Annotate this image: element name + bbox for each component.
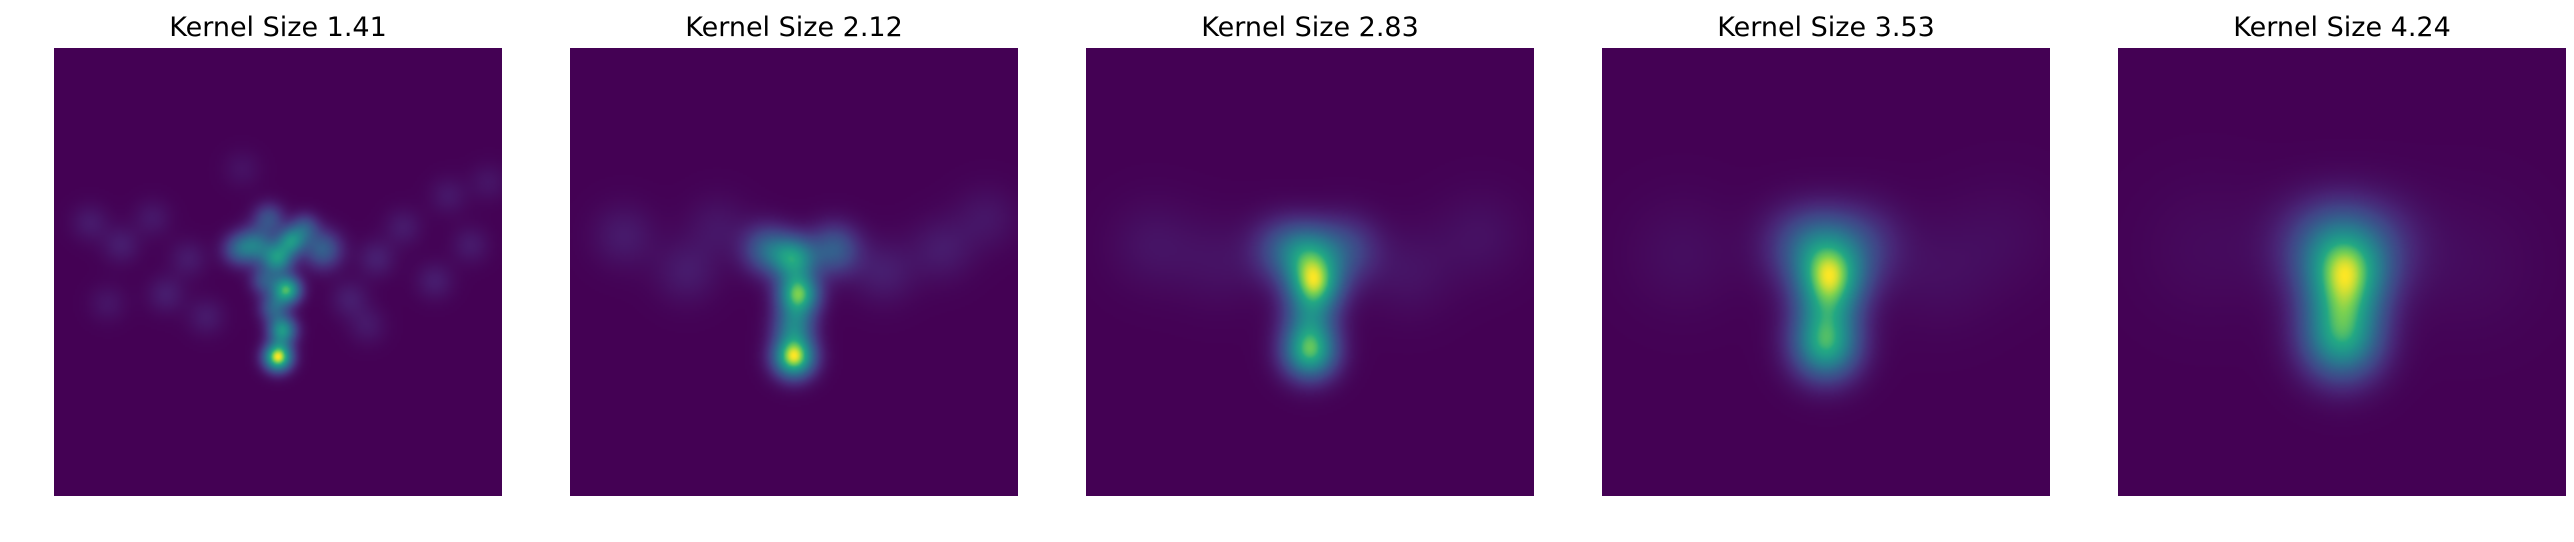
panel-4-heatmap xyxy=(1602,48,2050,496)
panel-4-title: Kernel Size 3.53 xyxy=(1717,12,1935,43)
panel-1-title: Kernel Size 1.41 xyxy=(169,12,387,43)
panel-3-title: Kernel Size 2.83 xyxy=(1201,12,1419,43)
panel-5-heatmap xyxy=(2118,48,2566,496)
panel-1: Kernel Size 1.41 xyxy=(54,12,502,496)
panel-5: Kernel Size 4.24 xyxy=(2118,12,2566,496)
panel-2: Kernel Size 2.12 xyxy=(570,12,1018,496)
panel-4: Kernel Size 3.53 xyxy=(1602,12,2050,496)
panel-2-heatmap xyxy=(570,48,1018,496)
panel-3: Kernel Size 2.83 xyxy=(1086,12,1534,496)
panel-3-heatmap xyxy=(1086,48,1534,496)
panel-5-title: Kernel Size 4.24 xyxy=(2233,12,2451,43)
panel-1-heatmap xyxy=(54,48,502,496)
panel-2-title: Kernel Size 2.12 xyxy=(685,12,903,43)
